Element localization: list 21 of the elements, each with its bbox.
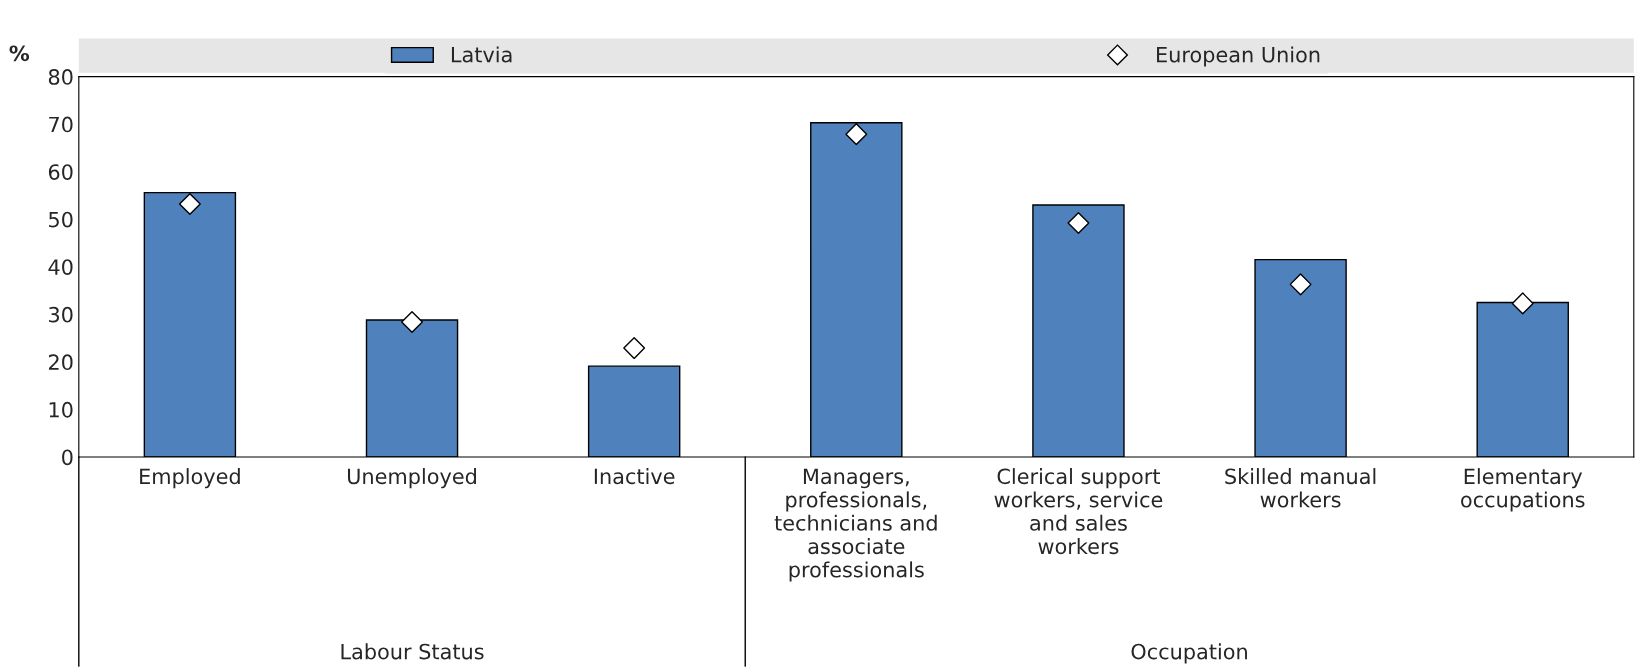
- text: Labour Status: [341, 643, 484, 660]
- x-tick-label: Elementary occupations: [1461, 468, 1585, 512]
- y-tick-label: 80: [48, 69, 73, 85]
- legend-label: Latvia: [451, 46, 512, 63]
- y-tick-label: 40: [48, 259, 73, 275]
- y-tick-label: 50: [49, 211, 73, 228]
- y-tick-label: 30: [49, 306, 73, 323]
- y-tick-label: 60: [48, 164, 73, 180]
- text: Occupation: [1131, 643, 1247, 664]
- y-axis-title: %: [9, 45, 30, 62]
- y-tick-label: 0: [62, 449, 73, 466]
- y-tick-label: 10: [49, 401, 73, 418]
- x-tick-label: Clerical support workers, service and sales workers: [994, 468, 1163, 555]
- legend-label: European Union: [1157, 46, 1320, 67]
- x-tick-label: Skilled manual workers: [1225, 468, 1376, 508]
- x-tick-label: Managers, professionals, technicians and associate professionals: [774, 468, 937, 582]
- x-tick-label: Inactive: [594, 468, 675, 485]
- x-tick-label: Employed: [140, 468, 240, 489]
- y-tick-label: 70: [49, 116, 73, 133]
- y-tick-label: 20: [48, 354, 73, 371]
- x-tick-label: Unemployed: [347, 468, 476, 489]
